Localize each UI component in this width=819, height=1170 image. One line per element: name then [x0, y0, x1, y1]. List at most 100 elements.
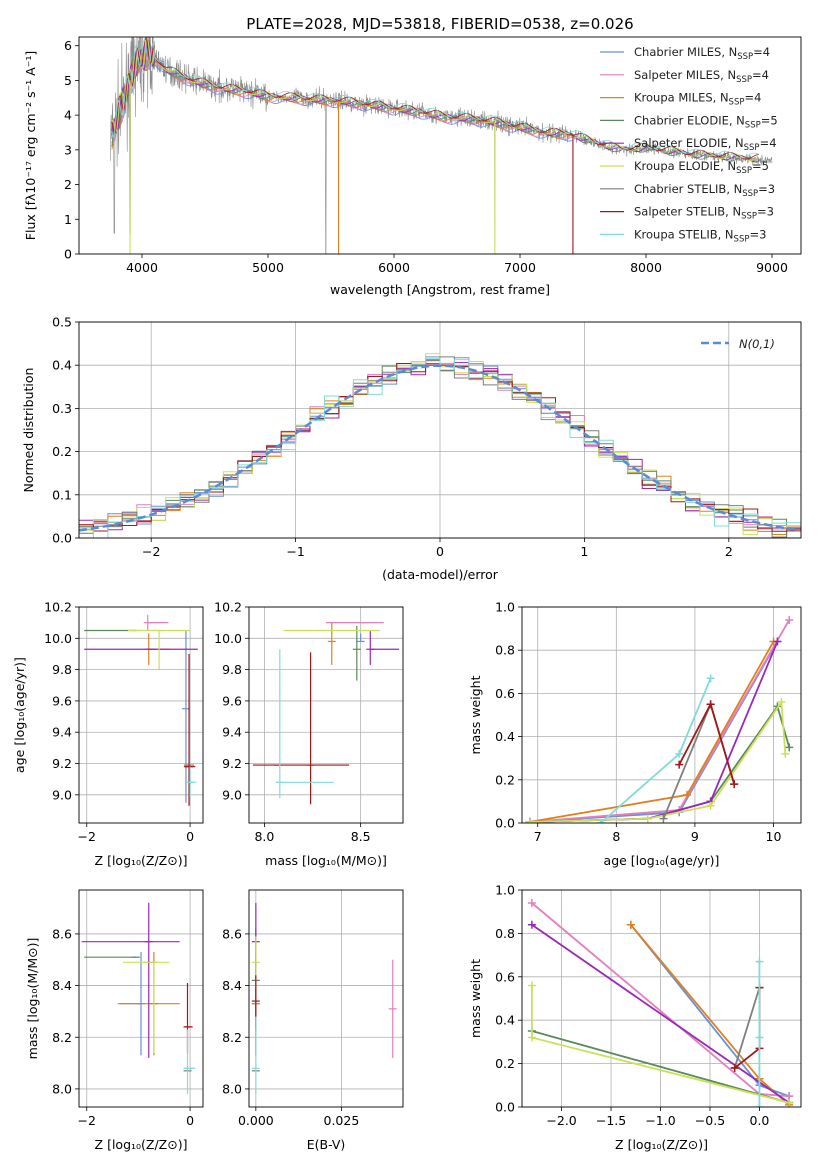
data-point-marker — [596, 819, 605, 823]
age_vs_mass-ytick-label: 9.0 — [222, 787, 242, 802]
data-point-marker — [659, 814, 668, 823]
mass_vs_Z-ytick-label: 8.0 — [52, 1081, 72, 1096]
data-point-marker — [777, 698, 786, 707]
age_vs_Z-ytick-label: 9.6 — [52, 693, 72, 708]
weight_vs_age-ylabel: mass weight — [468, 675, 483, 754]
age_vs_Z-plot-area — [84, 614, 198, 806]
spectrum-ytick-label: 3 — [64, 142, 72, 157]
errorbar-salpeter-elodie — [81, 902, 180, 1058]
errorbar-kroupa-stelib — [183, 1029, 196, 1095]
data-point-marker — [527, 920, 536, 929]
mass_vs_EBV-plot-area — [251, 902, 397, 1095]
data-point-marker — [683, 790, 692, 799]
data-point-marker — [781, 749, 790, 758]
weight_vs_Z-xlabel: Z [log₁₀(Z/Z⊙)] — [615, 1137, 708, 1152]
age_vs_mass-xtick-label: 8.5 — [351, 829, 371, 844]
age_vs_Z-ylabel: age [log₁₀(age/yr)] — [12, 657, 27, 773]
mass_vs_Z-axes: −2 0 8.0 8.2 8.4 8.6 Z [log₁₀(Z/Z⊙)] mass [log₁… — [25, 889, 204, 1152]
age_vs_Z-axes: −2 0 9.0 9.2 9.4 9.6 9.8 10.0 10.2 Z [log₁₀(Z/Z⊙)… — [12, 600, 204, 868]
series-kroupa-stelib — [755, 957, 764, 1107]
model-spectrum-kroupa-stelib — [111, 37, 760, 159]
data-point-marker — [527, 899, 536, 908]
errorbar-salpeter-elodie — [366, 630, 400, 665]
model-spectrum-chabrier-elodie — [111, 42, 759, 164]
age_vs_mass-ytick-label: 9.6 — [222, 693, 242, 708]
weight_vs_Z-xtick-label: 0.0 — [750, 1113, 770, 1128]
age_vs_Z-ytick-label: 10.2 — [44, 600, 72, 615]
data-point-marker — [675, 749, 684, 758]
weight_vs_age-ytick-label: 0.2 — [495, 772, 515, 787]
age_vs_Z-xlabel: Z [log₁₀(Z/Z⊙)] — [95, 853, 188, 868]
series-kroupa-elodie — [525, 698, 790, 823]
weight_vs_Z-ytick-label: 1.0 — [495, 883, 515, 898]
legend-entry: Kroupa STELIB, NSSP=3 — [634, 227, 766, 244]
age_vs_Z-xtick-label: −2 — [78, 829, 96, 844]
errorbar-kroupa-miles — [327, 622, 336, 665]
mass_vs_EBV-ytick-label: 8.2 — [222, 1030, 242, 1045]
spectrum-xlabel: wavelength [Angstrom, rest frame] — [330, 282, 550, 297]
residuals-xtick-label: 2 — [725, 544, 733, 559]
age_vs_Z-ytick-label: 9.4 — [52, 725, 72, 740]
weight_vs_age-frame — [521, 606, 802, 824]
age_vs_mass-ytick-label: 9.2 — [222, 756, 242, 771]
data-point-marker — [773, 637, 782, 646]
legend-entry: Chabrier ELODIE, NSSP=5 — [634, 113, 778, 130]
spectrum-ytick-label: 4 — [64, 108, 72, 123]
residuals-xtick-label: 0 — [436, 544, 444, 559]
age_vs_mass-axes: 8.0 8.5 9.0 9.2 9.4 9.6 9.8 10.0 10.2 mass [log₁₀… — [214, 600, 404, 868]
weight_vs_Z-xtick-label: −1.0 — [645, 1113, 675, 1128]
age_vs_Z-frame — [78, 606, 204, 824]
residuals-ylabel: Normed distribution — [21, 368, 36, 493]
mass_vs_Z-ytick-label: 8.4 — [52, 978, 72, 993]
spectrum-ytick-label: 0 — [64, 247, 72, 262]
weight_vs_Z-xtick-label: −2.0 — [546, 1113, 576, 1128]
weight_vs_age-axes: 7 8 9 10 0.0 0.2 0.4 0.6 0.8 1.0 age [log₁₀(age/yr… — [468, 600, 802, 868]
spectrum-xtick-label: 8000 — [630, 260, 662, 275]
mass_vs_EBV-xtick-label: 0.025 — [324, 1113, 360, 1128]
age_vs_mass-frame — [248, 606, 404, 824]
weight_vs_age-ytick-label: 1.0 — [495, 600, 515, 615]
mass_vs_Z-plot-area — [81, 902, 196, 1095]
mass_vs_EBV-axes: 0.000 0.025 8.0 8.2 8.4 8.6 E(B-V) — [222, 889, 404, 1152]
data-point-marker — [785, 615, 794, 624]
age_vs_mass-ytick-label: 9.8 — [222, 662, 242, 677]
data-point-marker — [785, 743, 794, 752]
mass_vs_Z-frame — [78, 889, 204, 1108]
mass_vs_EBV-ytick-label: 8.6 — [222, 926, 242, 941]
age_vs_mass-xlabel: mass [log₁₀(M/M⊙)] — [265, 853, 387, 868]
age_vs_Z-ytick-label: 10.0 — [44, 631, 72, 646]
mass_vs_Z-ytick-label: 8.2 — [52, 1030, 72, 1045]
legend-entry: Kroupa ELODIE, NSSP=5 — [634, 159, 769, 176]
data-point-marker — [643, 814, 652, 823]
errorbar-kroupa-stelib — [275, 649, 334, 798]
data-point-marker — [527, 1033, 536, 1042]
mass_vs_EBV-ytick-label: 8.0 — [222, 1081, 242, 1096]
weight_vs_Z-frame — [521, 889, 802, 1108]
weight_vs_Z-axes: −2.0 −1.5 −1.0 −0.5 0.0 0.0 0.2 0.4 0.6 0.8 1.0 Z [… — [468, 883, 802, 1152]
age_vs_mass-plot-area — [252, 622, 400, 805]
age_vs_Z-ytick-label: 9.8 — [52, 662, 72, 677]
errorbar-chabrier-miles — [356, 633, 365, 643]
age_vs_mass-ytick-label: 9.4 — [222, 725, 242, 740]
errorbar-salpeter-miles — [388, 959, 397, 1058]
errorbar-kroupa-elodie — [122, 961, 170, 1053]
weight_vs_age-xtick-label: 10 — [766, 829, 782, 844]
weight_vs_age-plot-area — [525, 615, 794, 823]
mass_vs_Z-xtick-label: −2 — [78, 1113, 96, 1128]
errorbar-kroupa-stelib — [251, 1016, 260, 1095]
legend-entry: Kroupa MILES, NSSP=4 — [634, 91, 761, 108]
spectrum-frame — [78, 36, 802, 255]
weight_vs_Z-xtick-label: −0.5 — [695, 1113, 725, 1128]
age_vs_mass-xtick-label: 8.0 — [254, 829, 274, 844]
residuals-ytick-label: 0.2 — [52, 444, 72, 459]
residuals-plot-area — [79, 353, 801, 538]
mass_vs_EBV-ytick-label: 8.4 — [222, 978, 242, 993]
spectrum-ytick-label: 6 — [64, 38, 72, 53]
data-point-marker — [626, 920, 635, 929]
mass_vs_EBV-xtick-label: 0.000 — [238, 1113, 274, 1128]
weight_vs_Z-ytick-label: 0.6 — [495, 969, 515, 984]
spectrum-title: PLATE=2028, MJD=53818, FIBERID=0538, z=0… — [246, 15, 633, 33]
errorbar-kroupa-elodie — [128, 629, 191, 670]
series-kroupa-elodie — [527, 981, 794, 1107]
legend-entry: Chabrier STELIB, NSSP=3 — [634, 182, 775, 199]
